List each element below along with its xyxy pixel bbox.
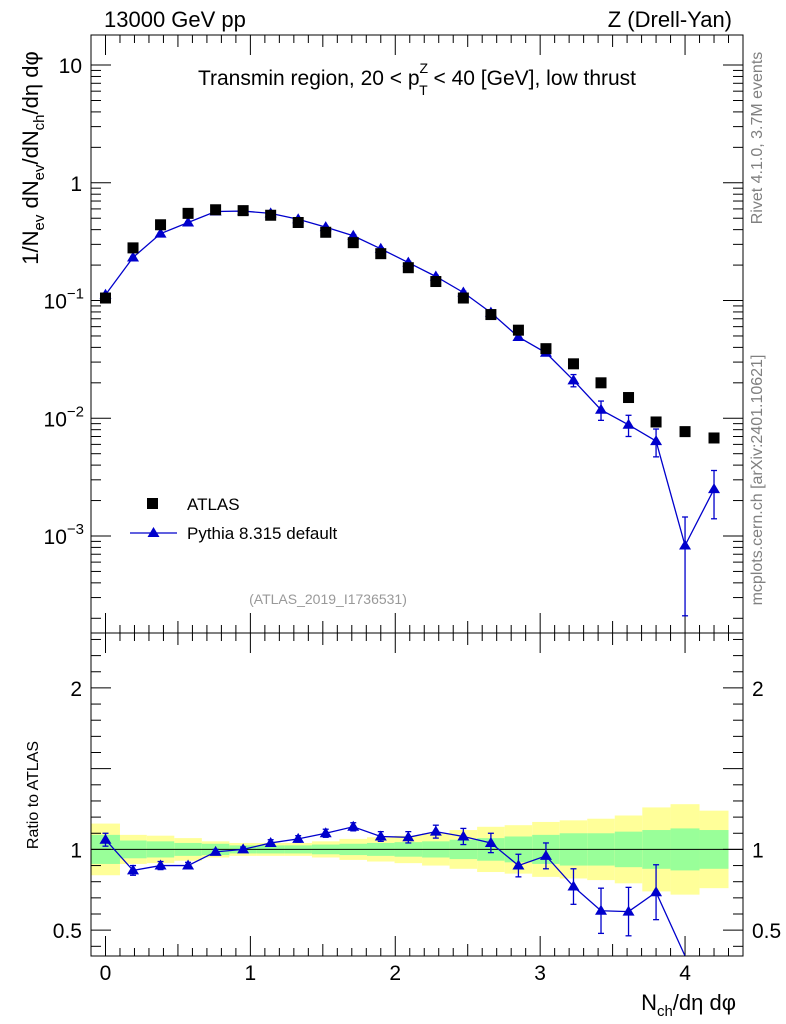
pythia-ratio-point: [567, 880, 580, 891]
atlas-main-point: [595, 377, 607, 389]
atlas-main-point: [127, 242, 139, 254]
pythia-main-point: [595, 403, 608, 414]
atlas-main-series: [99, 204, 720, 444]
pythia-ratio-series: [99, 820, 686, 957]
legend-atlas-label: ATLAS: [187, 495, 240, 514]
ratio-y-tick-label-right: 0.5: [752, 920, 781, 943]
main-y-tick-labels: 10 1 10−1 10−2 10−3: [44, 55, 84, 549]
atlas-main-point: [182, 207, 194, 219]
main-panel: 10 1 10−1 10−2 10−3 (ATLAS_2019_I1736531) Tr…: [18, 34, 744, 634]
atlas-main-point: [457, 292, 469, 304]
pythia-ratio-point: [347, 820, 360, 831]
pythia-main-point: [512, 331, 525, 342]
atlas-main-point: [155, 219, 167, 231]
atlas-main-point: [402, 262, 414, 274]
legend: ATLAS Pythia 8.315 default: [130, 495, 338, 543]
ratio-y-tick-label-left: 1: [70, 839, 82, 862]
main-y-tick-label: 10−1: [44, 286, 84, 314]
ratio-y-tick-label-left: 0.5: [53, 920, 82, 943]
analysis-watermark: (ATLAS_2019_I1736531): [249, 591, 407, 607]
main-y-axis-label: 1/Nev dNev/dNch/dη dφ: [18, 51, 48, 264]
pythia-main-point: [622, 418, 635, 429]
mcplots-label: mcplots.cern.ch [arXiv:2401.10621]: [749, 355, 766, 606]
pythia-ratio-point: [595, 904, 608, 915]
x-tick-label: 0: [100, 962, 112, 985]
atlas-main-point: [512, 324, 524, 336]
main-frame: [90, 34, 744, 634]
pythia-ratio-point: [650, 886, 663, 897]
atlas-main-point: [679, 426, 691, 438]
atlas-main-point: [708, 432, 720, 444]
x-axis-label: Nch/dη dφ: [641, 990, 736, 1020]
energy-label: 13000 GeV pp: [104, 7, 246, 32]
pythia-main-point: [182, 216, 195, 227]
pythia-ratio-point: [292, 832, 305, 843]
ratio-y-tick-label-right: 2: [752, 678, 764, 701]
atlas-main-point: [320, 226, 332, 238]
main-axis-ticks: [90, 35, 744, 633]
atlas-main-point: [99, 292, 111, 304]
legend-pythia-marker: [147, 527, 160, 537]
process-label: Z (Drell-Yan): [608, 7, 732, 32]
main-title: Transmin region, 20 < pZ T < 40 [GeV], lo…: [198, 60, 636, 98]
pythia-main-point: [650, 435, 663, 446]
main-y-tick-label: 1: [70, 173, 82, 196]
main-y-tick-label: 10−2: [44, 403, 84, 431]
ratio-y-tick-labels: 0.5 0.5 1 1 2 2: [53, 678, 781, 943]
atlas-main-point: [265, 209, 277, 221]
pythia-ratio-point: [319, 827, 332, 838]
ratio-axis-ticks: [90, 633, 744, 956]
pythia-ratio-point: [484, 836, 497, 847]
x-tick-label: 1: [245, 962, 257, 985]
pythia-ratio-point: [374, 830, 387, 841]
pythia-ratio-point: [622, 905, 635, 916]
atlas-main-point: [485, 309, 497, 321]
atlas-main-point: [623, 392, 635, 404]
atlas-main-point: [540, 343, 552, 355]
pythia-ratio-point: [512, 859, 525, 870]
pythia-main-point: [154, 227, 167, 238]
atlas-main-point: [650, 416, 662, 428]
ratio-x-tick-labels: 0 1 2 3 4: [100, 962, 692, 985]
pythia-ratio-point: [264, 836, 277, 847]
ratio-y-tick-label-right: 1: [752, 839, 764, 862]
ratio-panel: 0.5 0.5 1 1 2 2 0 1 2 3 4 Ratio to ATLAS Nch/dη d…: [25, 632, 781, 1020]
pythia-main-point: [567, 374, 580, 385]
x-tick-label: 4: [679, 962, 691, 985]
pythia-main-point: [127, 251, 140, 262]
pythia-main-point: [708, 483, 721, 494]
pythia-ratio-point: [237, 843, 250, 854]
atlas-main-point: [237, 205, 249, 217]
atlas-main-point: [375, 248, 387, 260]
ratio-y-tick-label-left: 2: [70, 678, 82, 701]
pythia-ratio-point: [182, 859, 195, 870]
legend-atlas-marker: [147, 498, 158, 509]
pythia-ratio-point: [402, 831, 415, 842]
ratio-frame: [90, 632, 744, 957]
x-tick-label: 2: [389, 962, 401, 985]
x-tick-label: 3: [534, 962, 546, 985]
atlas-main-point: [292, 216, 304, 228]
pythia-ratio-point: [457, 830, 470, 841]
atlas-main-point: [347, 237, 359, 249]
main-y-tick-label: 10: [59, 55, 82, 78]
main-y-tick-label: 10−3: [44, 521, 84, 549]
pythia-main-point: [679, 539, 692, 550]
rivet-label: Rivet 4.1.0, 3.7M events: [749, 52, 766, 225]
pythia-ratio-point: [127, 864, 140, 875]
pythia-ratio-point: [154, 859, 167, 870]
pythia-ratio-point: [429, 825, 442, 836]
pythia-ratio-point: [99, 833, 112, 844]
atlas-main-point: [430, 276, 442, 288]
legend-pythia-label: Pythia 8.315 default: [187, 524, 338, 543]
pythia-ratio-point: [209, 845, 222, 856]
pythia-ratio-point: [539, 849, 552, 860]
ratio-y-axis-label: Ratio to ATLAS: [25, 741, 42, 849]
atlas-main-point: [210, 204, 222, 216]
atlas-main-point: [567, 358, 579, 370]
pythia-ratio-line: [105, 826, 686, 957]
